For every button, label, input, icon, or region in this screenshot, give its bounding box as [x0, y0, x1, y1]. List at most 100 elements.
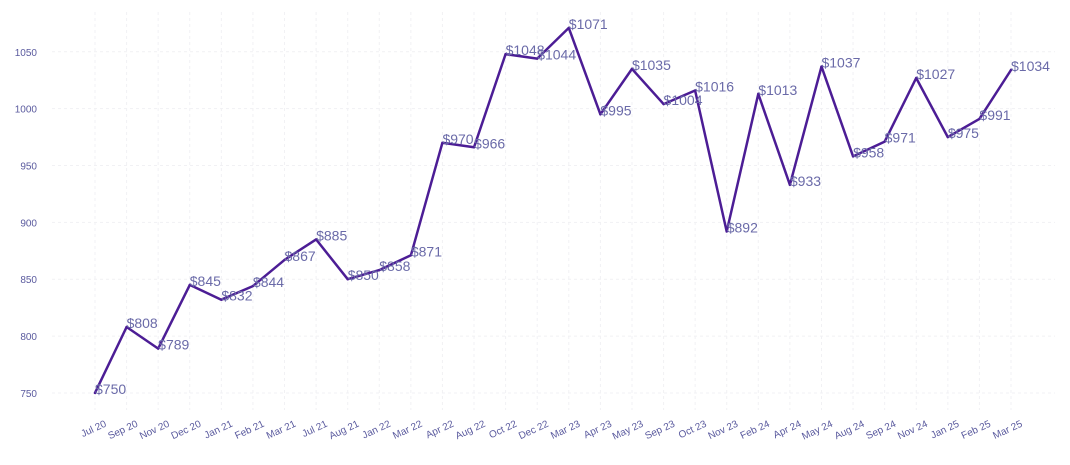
data-point — [441, 141, 444, 144]
y-tick-label: 900 — [20, 218, 37, 229]
x-tick-label: Apr 22 — [424, 419, 456, 442]
data-point — [946, 135, 950, 139]
x-tick-label: Aug 22 — [454, 419, 488, 443]
x-tick-label: Sep 23 — [643, 419, 677, 443]
data-label: $858 — [379, 258, 410, 274]
x-tick-label: Jan 25 — [929, 419, 961, 442]
y-axis: 750 800 850 900 950 1000 1050 — [15, 48, 38, 400]
x-tick-label: Feb 21 — [233, 419, 266, 442]
data-point — [125, 325, 128, 329]
data-point — [567, 26, 570, 30]
data-point — [757, 92, 760, 96]
x-tick-label: Sep 24 — [865, 419, 899, 443]
data-label: $1013 — [758, 82, 797, 98]
x-tick-label: Aug 24 — [833, 419, 867, 443]
data-point — [409, 254, 413, 257]
data-point — [156, 347, 160, 350]
data-label-layer: $750 $808$789 $845$832$844$867$885 $850$858… — [95, 16, 1050, 397]
x-tick-label: Nov 20 — [138, 419, 172, 443]
data-label: $1004 — [664, 92, 703, 108]
data-point — [693, 89, 697, 92]
x-tick-label: Oct 23 — [677, 419, 709, 442]
series-line — [93, 26, 1013, 395]
x-tick-label: Dec 20 — [170, 419, 204, 443]
data-point — [93, 391, 97, 395]
data-point — [662, 102, 665, 106]
y-tick-label: 850 — [20, 275, 37, 286]
x-tick-label: Mar 21 — [265, 419, 298, 442]
data-label: $832 — [221, 288, 252, 304]
data-label: $789 — [158, 337, 189, 353]
data-label: $871 — [411, 243, 442, 259]
x-tick-label: Dec 22 — [517, 419, 551, 443]
grid-layer — [52, 12, 1055, 410]
data-label: $971 — [885, 130, 916, 146]
x-tick-label: Nov 23 — [707, 419, 741, 443]
x-tick-label: Nov 24 — [896, 419, 930, 443]
data-point — [851, 155, 855, 158]
data-point — [599, 113, 602, 116]
x-tick-label: May 24 — [800, 419, 835, 443]
data-label: $808 — [127, 315, 158, 331]
x-tick-label: Jul 21 — [301, 419, 330, 440]
data-label: $1071 — [569, 16, 608, 32]
x-tick-label: Jul 20 — [79, 419, 108, 440]
data-label: $750 — [95, 381, 126, 397]
x-tick-label: Apr 23 — [582, 419, 614, 442]
data-label: $1044 — [537, 47, 576, 63]
data-label: $892 — [727, 219, 758, 235]
data-label: $933 — [790, 173, 821, 189]
data-label: $991 — [979, 107, 1010, 123]
data-point — [314, 238, 318, 241]
data-label: $844 — [253, 274, 284, 290]
data-point — [820, 65, 823, 68]
data-point — [220, 298, 223, 301]
data-label: $850 — [348, 267, 379, 283]
y-tick-label: 950 — [20, 162, 37, 173]
x-tick-label: Jan 22 — [361, 419, 393, 442]
data-label: $1016 — [695, 78, 734, 94]
y-tick-label: 1000 — [15, 105, 38, 116]
data-label: $1037 — [821, 55, 860, 71]
data-label: $845 — [190, 273, 221, 289]
y-tick-label: 750 — [20, 389, 37, 400]
data-point — [346, 278, 349, 281]
data-point — [788, 183, 792, 187]
data-point — [472, 146, 476, 149]
data-point — [504, 52, 507, 56]
data-label: $1034 — [1011, 58, 1050, 74]
data-point — [536, 57, 539, 60]
data-point — [725, 230, 728, 233]
x-tick-label: Feb 24 — [739, 419, 772, 442]
data-point — [378, 268, 381, 272]
data-point — [978, 117, 981, 121]
x-tick-label: Feb 25 — [960, 419, 993, 442]
x-tick-label: Mar 23 — [549, 419, 582, 442]
x-tick-label: Apr 24 — [772, 419, 804, 442]
data-label: $1027 — [916, 66, 955, 82]
y-tick-label: 1050 — [15, 48, 38, 59]
series-layer — [93, 26, 1013, 395]
x-tick-label: May 23 — [611, 419, 646, 443]
data-point — [1009, 68, 1013, 72]
data-label: $995 — [600, 102, 631, 118]
y-tick-label: 800 — [20, 332, 37, 343]
data-label: $970 — [442, 131, 473, 147]
data-label: $867 — [285, 248, 316, 264]
data-label: $1035 — [632, 57, 671, 73]
data-point — [915, 76, 918, 80]
x-tick-label: Jan 21 — [203, 419, 235, 442]
data-label: $885 — [316, 227, 347, 243]
data-point — [883, 140, 886, 143]
data-label: $1048 — [506, 42, 545, 58]
data-point — [188, 283, 191, 287]
data-point — [630, 67, 634, 71]
data-label: $966 — [474, 135, 505, 151]
x-tick-label: Sep 20 — [106, 419, 140, 443]
x-tick-label: Aug 21 — [328, 419, 362, 443]
data-label: $958 — [853, 144, 884, 160]
x-tick-label: Mar 22 — [391, 419, 424, 442]
data-point — [283, 258, 286, 262]
